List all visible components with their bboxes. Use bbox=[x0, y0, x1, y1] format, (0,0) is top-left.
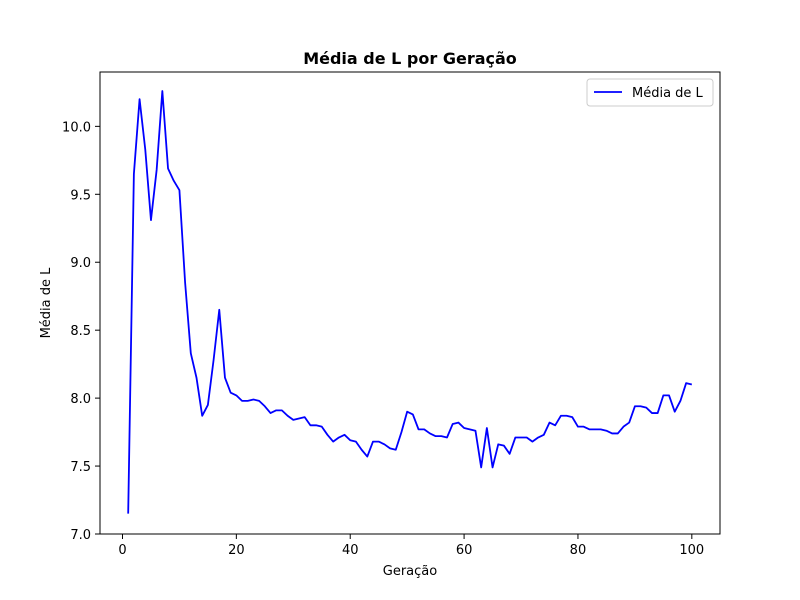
y-tick-label: 9.0 bbox=[70, 256, 91, 271]
y-axis-ticks: 7.0 7.5 8.0 8.5 9.0 9.5 10.0 bbox=[62, 120, 100, 543]
y-tick-label: 10.0 bbox=[62, 120, 91, 135]
y-tick-label: 9.5 bbox=[70, 188, 91, 203]
legend: Média de L bbox=[586, 78, 714, 107]
series-line-media-de-l bbox=[127, 90, 693, 514]
plot-area bbox=[99, 71, 721, 535]
x-tick-label: 60 bbox=[456, 543, 473, 558]
x-tick-label: 40 bbox=[342, 543, 359, 558]
chart-title: Média de L por Geração bbox=[303, 49, 517, 68]
x-axis-label: Geração bbox=[383, 564, 437, 579]
legend-box bbox=[586, 78, 714, 107]
x-tick-label: 100 bbox=[679, 543, 704, 558]
x-tick-label: 20 bbox=[228, 543, 245, 558]
legend-label-media-de-l: Média de L bbox=[632, 86, 704, 101]
x-tick-label: 0 bbox=[118, 543, 126, 558]
y-tick-label: 8.5 bbox=[70, 324, 91, 339]
y-tick-label: 7.0 bbox=[70, 528, 91, 543]
y-tick-label: 8.0 bbox=[70, 392, 91, 407]
y-axis-label: Média de L bbox=[39, 267, 54, 339]
x-tick-label: 80 bbox=[570, 543, 587, 558]
axes-frame bbox=[99, 71, 721, 535]
x-axis-ticks: 0 20 40 60 80 100 bbox=[118, 534, 704, 558]
y-tick-label: 7.5 bbox=[70, 460, 91, 475]
